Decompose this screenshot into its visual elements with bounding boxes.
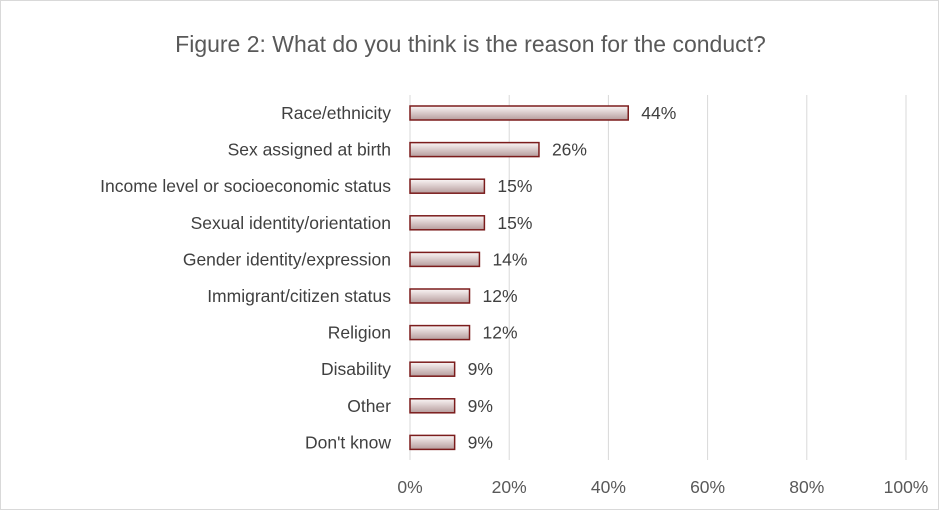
labels: 0% 20% 40% 60% 80% 100% Race/ethnicity 44% Sex a… <box>100 103 928 497</box>
x-tick-label: 100% <box>884 477 929 497</box>
value-label: 14% <box>492 249 527 269</box>
bar <box>409 215 486 231</box>
category-label: Immigrant/citizen status <box>207 286 391 306</box>
bar <box>409 288 471 304</box>
value-label: 26% <box>552 140 587 160</box>
x-tick-label: 20% <box>492 477 527 497</box>
bar <box>409 324 471 341</box>
bar <box>409 434 456 451</box>
value-label: 9% <box>468 432 493 452</box>
value-label: 15% <box>497 176 532 196</box>
x-tick-label: 60% <box>690 477 725 497</box>
category-label: Don't know <box>305 432 391 452</box>
bar <box>409 361 456 377</box>
value-label: 15% <box>497 213 532 233</box>
bar <box>409 178 486 194</box>
value-label: 12% <box>483 286 518 306</box>
category-label: Sexual identity/orientation <box>191 213 391 233</box>
bar <box>409 105 629 121</box>
value-label: 12% <box>483 323 518 343</box>
category-label: Religion <box>328 323 391 343</box>
bar <box>409 141 540 158</box>
bar <box>409 398 456 414</box>
category-label: Other <box>347 396 391 416</box>
x-tick-label: 40% <box>591 477 626 497</box>
x-tick-label: 0% <box>397 477 422 497</box>
value-label: 44% <box>641 103 676 123</box>
category-label: Disability <box>321 359 391 379</box>
value-label: 9% <box>468 359 493 379</box>
category-label: Income level or socioeconomic status <box>100 176 391 196</box>
chart-title: Figure 2: What do you think is the reaso… <box>175 31 766 57</box>
bar <box>409 251 481 268</box>
x-tick-label: 80% <box>789 477 824 497</box>
value-label: 9% <box>468 396 493 416</box>
bars <box>409 105 629 451</box>
category-label: Sex assigned at birth <box>228 140 391 160</box>
category-label: Race/ethnicity <box>281 103 391 123</box>
category-label: Gender identity/expression <box>183 249 391 269</box>
